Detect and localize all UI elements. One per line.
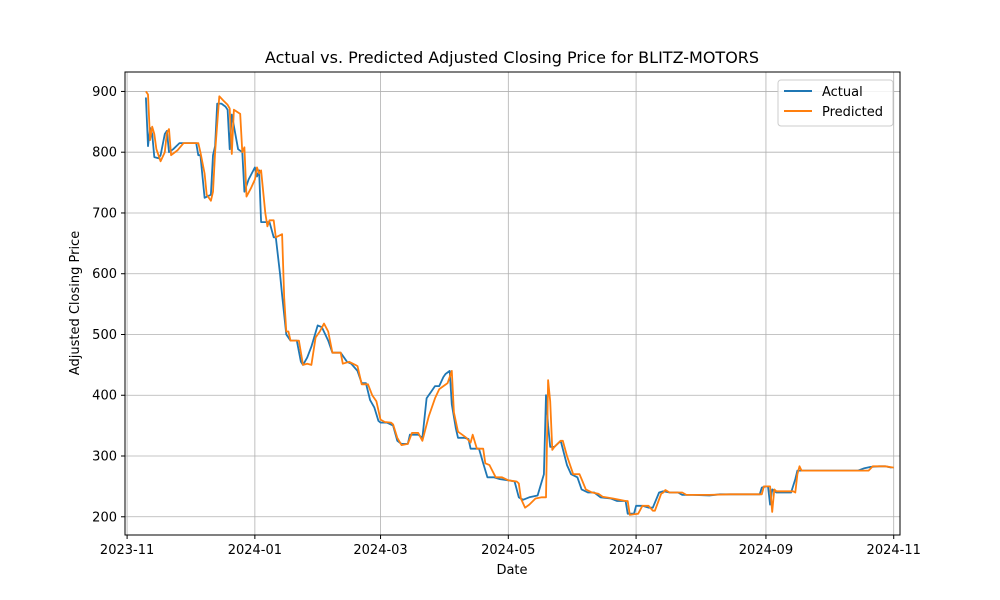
series-line-predicted <box>145 90 894 516</box>
series-lines <box>145 90 894 516</box>
y-tick-label: 300 <box>92 450 117 465</box>
legend-label-actual: Actual <box>822 85 863 100</box>
x-tick-label: 2024-01 <box>228 543 282 558</box>
y-tick-label: 400 <box>92 389 117 404</box>
chart-title: Actual vs. Predicted Adjusted Closing Pr… <box>265 48 759 67</box>
x-tick-label: 2023-11 <box>100 543 154 558</box>
y-tick-label: 200 <box>92 510 117 525</box>
x-tick-label: 2024-03 <box>353 543 407 558</box>
y-tick-label: 900 <box>92 85 117 100</box>
x-tick-label: 2024-05 <box>481 543 535 558</box>
y-axis-label: Adjusted Closing Price <box>68 231 83 375</box>
x-axis: 2023-11 2024-01 2024-03 2024-05 2024-07 2024-… <box>100 535 921 558</box>
plot-area <box>125 72 900 535</box>
y-tick-label: 700 <box>92 206 117 221</box>
y-tick-label: 600 <box>92 267 117 282</box>
legend-label-predicted: Predicted <box>822 105 883 120</box>
y-tick-label: 500 <box>92 328 117 343</box>
x-tick-label: 2024-09 <box>739 543 793 558</box>
y-tick-label: 800 <box>92 146 117 161</box>
x-axis-label: Date <box>496 563 527 578</box>
x-tick-label: 2024-07 <box>609 543 663 558</box>
grid <box>125 72 900 535</box>
plot-frame <box>124 71 901 536</box>
x-tick-label: 2024-11 <box>867 543 921 558</box>
legend: Actual Predicted <box>777 79 894 127</box>
y-axis: 200 300 400 500 600 700 800 900 <box>92 85 125 525</box>
